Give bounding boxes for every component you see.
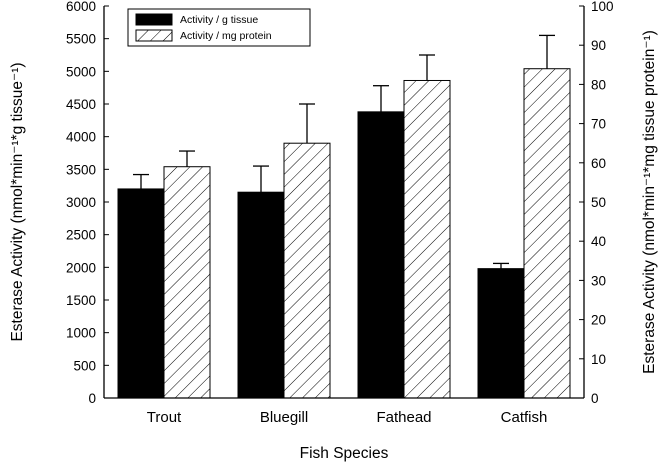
left-tick-label: 1500 [66,293,96,308]
category-label-catfish: Catfish [501,409,548,426]
right-tick-label: 10 [591,352,606,367]
category-label-bluegill: Bluegill [260,409,308,426]
bar-catfish-g-tissue [477,268,525,399]
bar-trout-g-tissue [117,188,165,399]
right-tick-label: 40 [591,234,606,249]
bar-fathead-mg-protein [403,79,451,399]
left-tick-label: 5000 [66,64,96,79]
bar-catfish-mg-protein [523,68,571,399]
left-y-axis-title: Esterase Activity (nmol*min⁻¹*g tissue⁻¹… [9,62,26,341]
left-tick-label: 6000 [66,0,96,14]
left-tick-label: 5500 [66,32,96,47]
bar-trout-mg-protein [163,166,211,399]
x-axis-title: Fish Species [300,445,389,462]
legend-label-activity-mg-protein: Activity / mg protein [180,30,272,42]
category-label-trout: Trout [147,409,182,426]
left-tick-label: 4000 [66,130,96,145]
legend: Activity / g tissue Activity / mg protei… [127,8,311,47]
left-tick-label: 2000 [66,260,96,275]
legend-swatch-activity-mg-protein [135,29,173,42]
right-tick-label: 90 [591,38,606,53]
left-tick-label: 500 [73,358,96,373]
left-tick-label: 3500 [66,162,96,177]
left-tick-label: 0 [88,391,96,406]
legend-label-activity-g-tissue: Activity / g tissue [180,14,258,26]
category-label-fathead: Fathead [376,409,431,426]
right-y-axis-title: Esterase Activity (nmol*min⁻¹*mg tissue … [641,30,658,374]
right-tick-label: 30 [591,273,606,288]
right-tick-label: 50 [591,195,606,210]
right-tick-label: 0 [591,391,599,406]
left-tick-label: 1000 [66,326,96,341]
ticks-layer: 0500100015002000250030003500400045005000… [66,0,614,426]
right-tick-label: 70 [591,117,606,132]
right-tick-label: 60 [591,156,606,171]
bar-bluegill-mg-protein [283,142,331,399]
bar-fathead-g-tissue [357,111,405,399]
left-tick-label: 3000 [66,195,96,210]
right-tick-label: 100 [591,0,614,14]
right-tick-label: 80 [591,77,606,92]
right-tick-label: 20 [591,313,606,328]
left-tick-label: 4500 [66,97,96,112]
legend-swatch-activity-g-tissue [135,13,173,26]
bar-bluegill-g-tissue [237,191,285,399]
bars-layer [117,34,571,399]
left-tick-label: 2500 [66,228,96,243]
